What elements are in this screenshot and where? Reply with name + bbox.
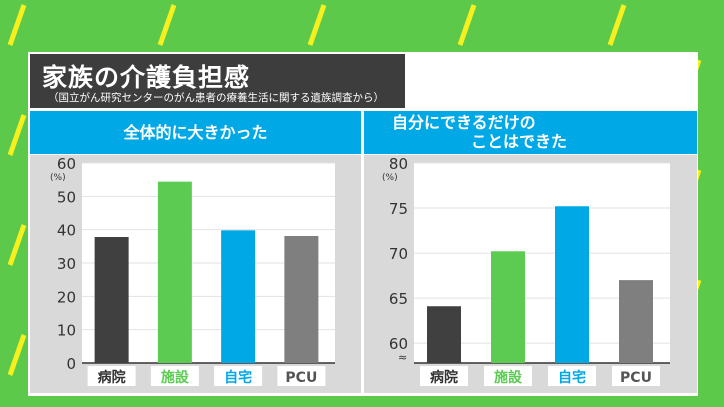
stripe <box>457 4 477 46</box>
bar-0 <box>427 306 461 363</box>
stripe <box>7 4 27 46</box>
y-tick-label: 10 <box>57 322 76 340</box>
page-title: 家族の介護負担感 <box>42 63 251 92</box>
chart-right-svg: 60 65 70 75 80(%) ≈ 病院 施設 自宅 PCU <box>382 155 670 386</box>
bar-1 <box>157 181 192 363</box>
chart-left-svg: 0 10 20 30 40 50 60(%) 病院 施設 自宅 PCU <box>50 155 335 386</box>
stripe <box>157 4 177 46</box>
bar-2 <box>221 230 256 363</box>
y-tick-label: 75 <box>389 200 408 218</box>
bar-3 <box>619 280 653 363</box>
category-label-box <box>612 366 660 386</box>
y-tick-label: 0 <box>66 355 76 373</box>
category-label: 自宅 <box>224 369 252 386</box>
bar-3 <box>284 236 319 363</box>
axis-break-mark: ≈ <box>398 351 407 364</box>
title-box: 家族の介護負担感 （国立がん研究センターのがん患者の療養生活に関する遺族調査から… <box>30 54 405 108</box>
y-tick-label: 60 <box>389 335 408 353</box>
category-label-box <box>277 366 326 386</box>
chart-left: 0 10 20 30 40 50 60 (%) 病院 施設 自宅 PCU <box>30 155 361 393</box>
stripe <box>7 114 27 156</box>
bar-2 <box>555 206 589 363</box>
y-tick-label: 20 <box>57 288 76 306</box>
y-tick-label: 60 <box>57 155 76 173</box>
y-unit-label: (%) <box>382 173 398 183</box>
category-label: 施設 <box>161 369 190 386</box>
category-label: 施設 <box>494 369 523 386</box>
page-subtitle: （国立がん研究センターのがん患者の療養生活に関する遺族調査から） <box>48 92 384 104</box>
category-label: PCU <box>285 370 317 386</box>
category-label: 病院 <box>430 369 458 386</box>
category-label: 病院 <box>98 369 126 386</box>
chart-title-left: 全体的に大きかった <box>30 111 361 154</box>
category-label-box <box>150 366 199 386</box>
category-label-box <box>214 366 263 386</box>
y-unit-label: (%) <box>50 173 66 183</box>
y-tick-label: 50 <box>57 188 76 206</box>
chart-title-right-line2: ことはできた <box>471 132 568 151</box>
y-tick-label: 30 <box>57 255 76 273</box>
y-tick-label: 70 <box>389 245 408 263</box>
stripe <box>307 4 327 46</box>
chart-title-right-line1: 自分にできるだけの <box>392 113 536 132</box>
category-label-box <box>87 366 136 386</box>
bar-1 <box>491 251 525 363</box>
stripe <box>7 224 27 266</box>
bar-0 <box>94 237 129 363</box>
y-tick-label: 80 <box>389 155 408 173</box>
category-label-box <box>420 366 468 386</box>
y-tick-label: 65 <box>389 290 408 308</box>
category-label: 自宅 <box>558 369 586 386</box>
chart-title-right: 自分にできるだけの ことはできた <box>364 111 697 154</box>
chart-right: 60 65 70 75 80 (%) ≈ 病院 施設 自宅 PCU <box>364 155 697 393</box>
y-tick-label: 40 <box>57 222 76 240</box>
category-label-box <box>548 366 596 386</box>
category-label-box <box>484 366 532 386</box>
category-label: PCU <box>620 370 652 386</box>
stripe <box>607 4 627 46</box>
stripe <box>7 334 27 376</box>
